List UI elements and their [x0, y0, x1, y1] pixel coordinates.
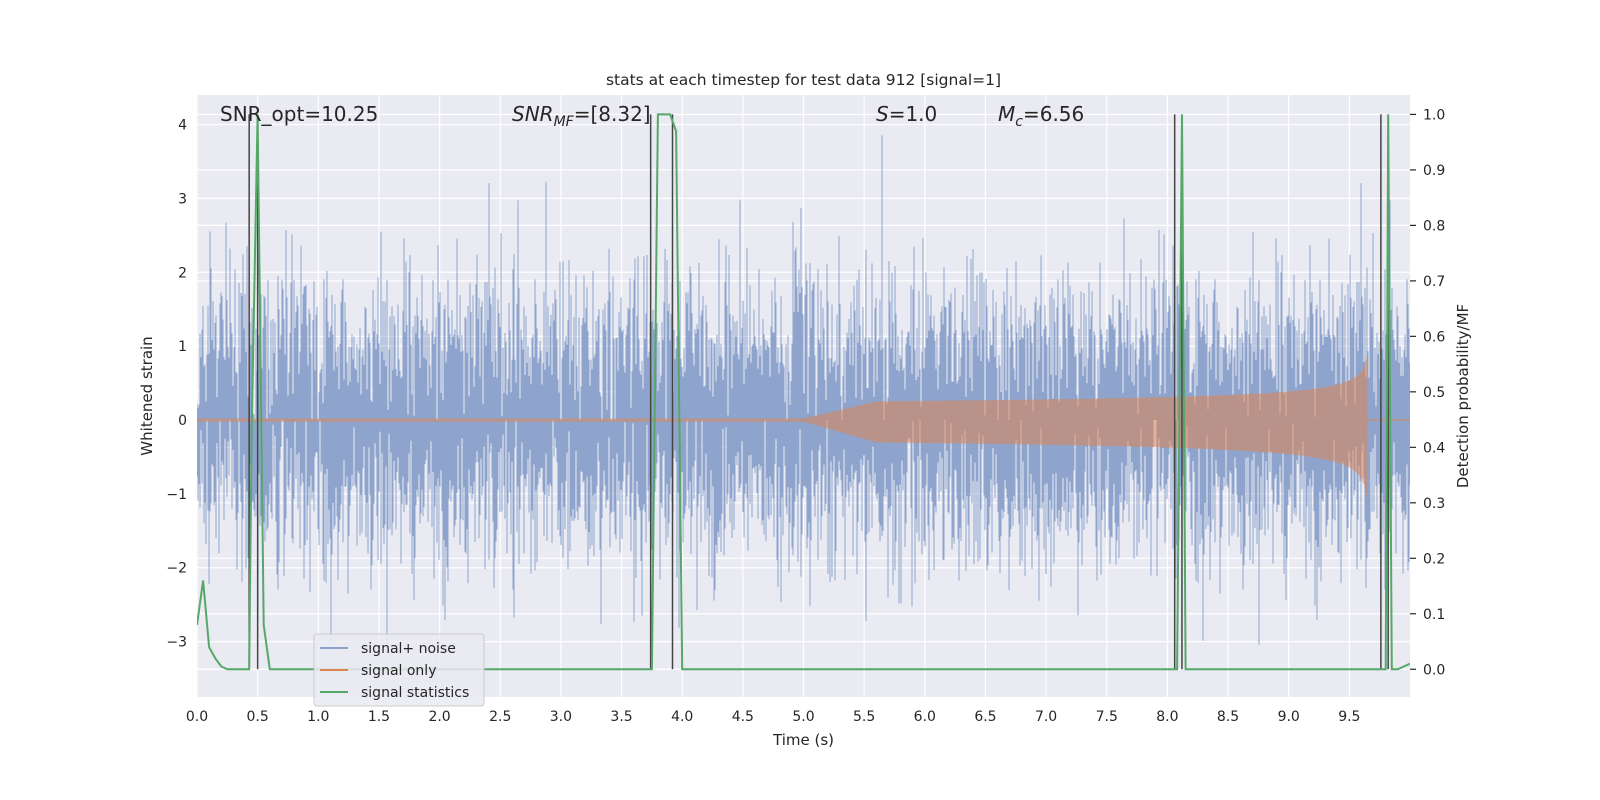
y-left-tick-label: 3	[178, 191, 187, 207]
annotation-text: S=1.0	[876, 102, 937, 126]
y-right-tick-label: 0.7	[1423, 274, 1445, 290]
x-tick-label: 2.0	[428, 709, 450, 725]
x-tick-label: 9.0	[1278, 709, 1300, 725]
legend-label: signal statistics	[361, 685, 469, 701]
x-tick-label: 4.0	[671, 709, 693, 725]
x-tick-label: 7.0	[1035, 709, 1057, 725]
x-tick-label: 4.5	[732, 709, 754, 725]
legend-label: signal+ noise	[361, 641, 456, 657]
y-right-tick-label: 0.5	[1423, 385, 1445, 401]
y-left-axis-ticks: −3 −2 −1 0 1 2 3 4	[166, 118, 187, 651]
y-right-axis-ticks: 0.0 0.1 0.2 0.3 0.4 0.5 0.6 0.7 0.8 0.9 1.0	[1410, 107, 1445, 678]
legend-label: signal only	[361, 663, 436, 679]
x-tick-label: 0.5	[247, 709, 269, 725]
y-right-tick-label: 0.3	[1423, 496, 1445, 512]
legend-box	[313, 633, 485, 707]
x-tick-label: 6.0	[914, 709, 936, 725]
series-signal-statistics	[197, 113, 1410, 671]
annotation-text: SNRMF=[8.32]	[512, 102, 651, 130]
annotations: SNR_opt=10.25 SNRMF=[8.32] S=1.0 Mc=6.56	[220, 102, 1084, 130]
legend: signal+ noise signal only signal statistic…	[313, 633, 485, 707]
annotation-text: SNR_opt=10.25	[220, 102, 378, 126]
y-left-tick-label: 1	[178, 339, 187, 355]
signal-statistics-line	[197, 113, 1410, 671]
x-tick-label: 3.5	[610, 709, 632, 725]
y-right-tick-label: 0.4	[1423, 440, 1445, 456]
y-left-tick-label: 4	[178, 118, 187, 134]
y-right-axis-label: Detection probability/MF	[1454, 304, 1472, 488]
y-right-tick-label: 0.8	[1423, 218, 1445, 234]
x-tick-label: 8.0	[1156, 709, 1178, 725]
y-right-tick-label: 0.2	[1423, 551, 1445, 567]
y-left-tick-label: 0	[178, 413, 187, 429]
x-tick-label: 1.0	[307, 709, 329, 725]
y-right-tick-label: 0.6	[1423, 329, 1445, 345]
y-right-tick-label: 1.0	[1423, 107, 1445, 123]
x-axis-label: Time (s)	[772, 731, 834, 749]
x-tick-label: 5.0	[792, 709, 814, 725]
y-left-tick-label: −1	[166, 487, 187, 503]
plot-series	[197, 113, 1410, 671]
y-right-tick-label: 0.9	[1423, 163, 1445, 179]
y-right-tick-label: 0.1	[1423, 607, 1445, 623]
x-tick-label: 0.0	[186, 709, 208, 725]
x-tick-label: 6.5	[974, 709, 996, 725]
y-left-tick-label: 2	[178, 265, 187, 281]
x-tick-label: 7.5	[1096, 709, 1118, 725]
x-tick-label: 8.5	[1217, 709, 1239, 725]
x-tick-label: 1.5	[368, 709, 390, 725]
annotation-text: Mc=6.56	[998, 102, 1084, 130]
x-tick-label: 5.5	[853, 709, 875, 725]
chart-title: stats at each timestep for test data 912…	[606, 71, 1001, 89]
x-axis-ticks: 0.0 0.5 1.0 1.5 2.0 2.5 3.0 3.5 4.0 4.5 5.0 5.5 6.0 6…	[186, 709, 1361, 725]
y-right-tick-label: 0.0	[1423, 662, 1445, 678]
x-tick-label: 3.0	[550, 709, 572, 725]
y-left-tick-label: −2	[166, 561, 187, 577]
x-tick-label: 2.5	[489, 709, 511, 725]
x-tick-label: 9.5	[1338, 709, 1360, 725]
y-left-axis-label: Whitened strain	[138, 336, 156, 455]
signal-only-envelope	[197, 353, 1368, 500]
y-left-tick-label: −3	[166, 635, 187, 651]
